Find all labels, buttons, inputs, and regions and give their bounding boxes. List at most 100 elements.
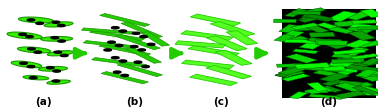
Circle shape: [108, 41, 115, 43]
Circle shape: [60, 54, 68, 57]
Polygon shape: [279, 30, 304, 40]
Polygon shape: [333, 20, 363, 27]
Polygon shape: [350, 24, 378, 29]
Polygon shape: [322, 79, 345, 86]
Circle shape: [29, 77, 37, 79]
Polygon shape: [285, 36, 309, 43]
Circle shape: [36, 22, 43, 24]
Polygon shape: [335, 91, 366, 99]
Polygon shape: [210, 22, 255, 36]
Polygon shape: [82, 28, 134, 34]
Polygon shape: [307, 38, 335, 43]
Polygon shape: [277, 64, 304, 67]
Polygon shape: [117, 63, 163, 77]
Circle shape: [19, 33, 26, 36]
Polygon shape: [274, 19, 296, 23]
Circle shape: [112, 27, 119, 29]
Polygon shape: [101, 72, 149, 84]
Polygon shape: [335, 82, 367, 92]
Circle shape: [113, 71, 121, 73]
Circle shape: [134, 61, 142, 63]
Polygon shape: [357, 27, 378, 30]
Ellipse shape: [23, 76, 49, 80]
Text: (c): (c): [213, 97, 229, 107]
Polygon shape: [274, 34, 295, 42]
Polygon shape: [361, 70, 378, 75]
Ellipse shape: [44, 22, 73, 27]
Polygon shape: [226, 31, 258, 45]
Polygon shape: [83, 41, 136, 48]
Circle shape: [52, 80, 60, 82]
Polygon shape: [352, 86, 378, 95]
Polygon shape: [100, 14, 150, 26]
Polygon shape: [188, 46, 239, 56]
Polygon shape: [313, 70, 338, 76]
Polygon shape: [327, 11, 357, 22]
Ellipse shape: [38, 66, 68, 71]
Polygon shape: [355, 69, 378, 77]
Polygon shape: [345, 11, 373, 20]
Polygon shape: [344, 39, 372, 48]
Polygon shape: [316, 39, 341, 44]
Polygon shape: [326, 67, 358, 72]
Polygon shape: [306, 25, 329, 33]
Polygon shape: [333, 49, 366, 55]
Circle shape: [20, 62, 27, 64]
Polygon shape: [360, 9, 378, 18]
Polygon shape: [352, 20, 377, 24]
Polygon shape: [285, 39, 315, 43]
Polygon shape: [345, 26, 373, 33]
Polygon shape: [284, 63, 308, 73]
Circle shape: [121, 74, 129, 77]
Polygon shape: [305, 14, 333, 21]
Polygon shape: [206, 65, 251, 79]
Polygon shape: [348, 31, 376, 40]
Polygon shape: [299, 15, 326, 23]
Polygon shape: [293, 25, 318, 31]
Polygon shape: [175, 41, 226, 48]
Polygon shape: [359, 73, 378, 76]
Polygon shape: [317, 39, 349, 49]
Polygon shape: [305, 87, 333, 94]
Text: (b): (b): [126, 97, 143, 107]
Circle shape: [34, 51, 42, 53]
Polygon shape: [331, 53, 357, 59]
Polygon shape: [181, 31, 233, 40]
Polygon shape: [206, 36, 247, 51]
Circle shape: [57, 24, 65, 27]
Polygon shape: [285, 9, 307, 17]
Circle shape: [119, 60, 127, 62]
Polygon shape: [355, 41, 378, 48]
Polygon shape: [308, 94, 344, 99]
Circle shape: [52, 21, 60, 23]
Polygon shape: [309, 32, 335, 37]
Ellipse shape: [47, 80, 70, 84]
Text: (a): (a): [35, 97, 52, 107]
Polygon shape: [360, 58, 378, 65]
Polygon shape: [292, 11, 321, 15]
Circle shape: [51, 37, 59, 39]
Circle shape: [104, 49, 112, 51]
Circle shape: [132, 32, 140, 34]
Polygon shape: [99, 44, 151, 56]
Polygon shape: [337, 58, 364, 62]
Bar: [282, 9, 376, 98]
Polygon shape: [182, 60, 234, 69]
Circle shape: [27, 19, 35, 21]
Circle shape: [54, 51, 62, 53]
Ellipse shape: [19, 17, 53, 23]
Polygon shape: [299, 41, 324, 49]
Polygon shape: [320, 86, 342, 92]
Polygon shape: [294, 63, 330, 69]
Polygon shape: [338, 80, 363, 86]
Polygon shape: [90, 30, 145, 41]
Polygon shape: [275, 69, 305, 78]
Polygon shape: [316, 23, 347, 32]
Polygon shape: [121, 22, 163, 38]
Circle shape: [115, 44, 123, 47]
Polygon shape: [345, 65, 378, 72]
Polygon shape: [286, 54, 317, 63]
Circle shape: [147, 43, 155, 46]
Polygon shape: [275, 69, 297, 77]
Polygon shape: [302, 66, 328, 71]
